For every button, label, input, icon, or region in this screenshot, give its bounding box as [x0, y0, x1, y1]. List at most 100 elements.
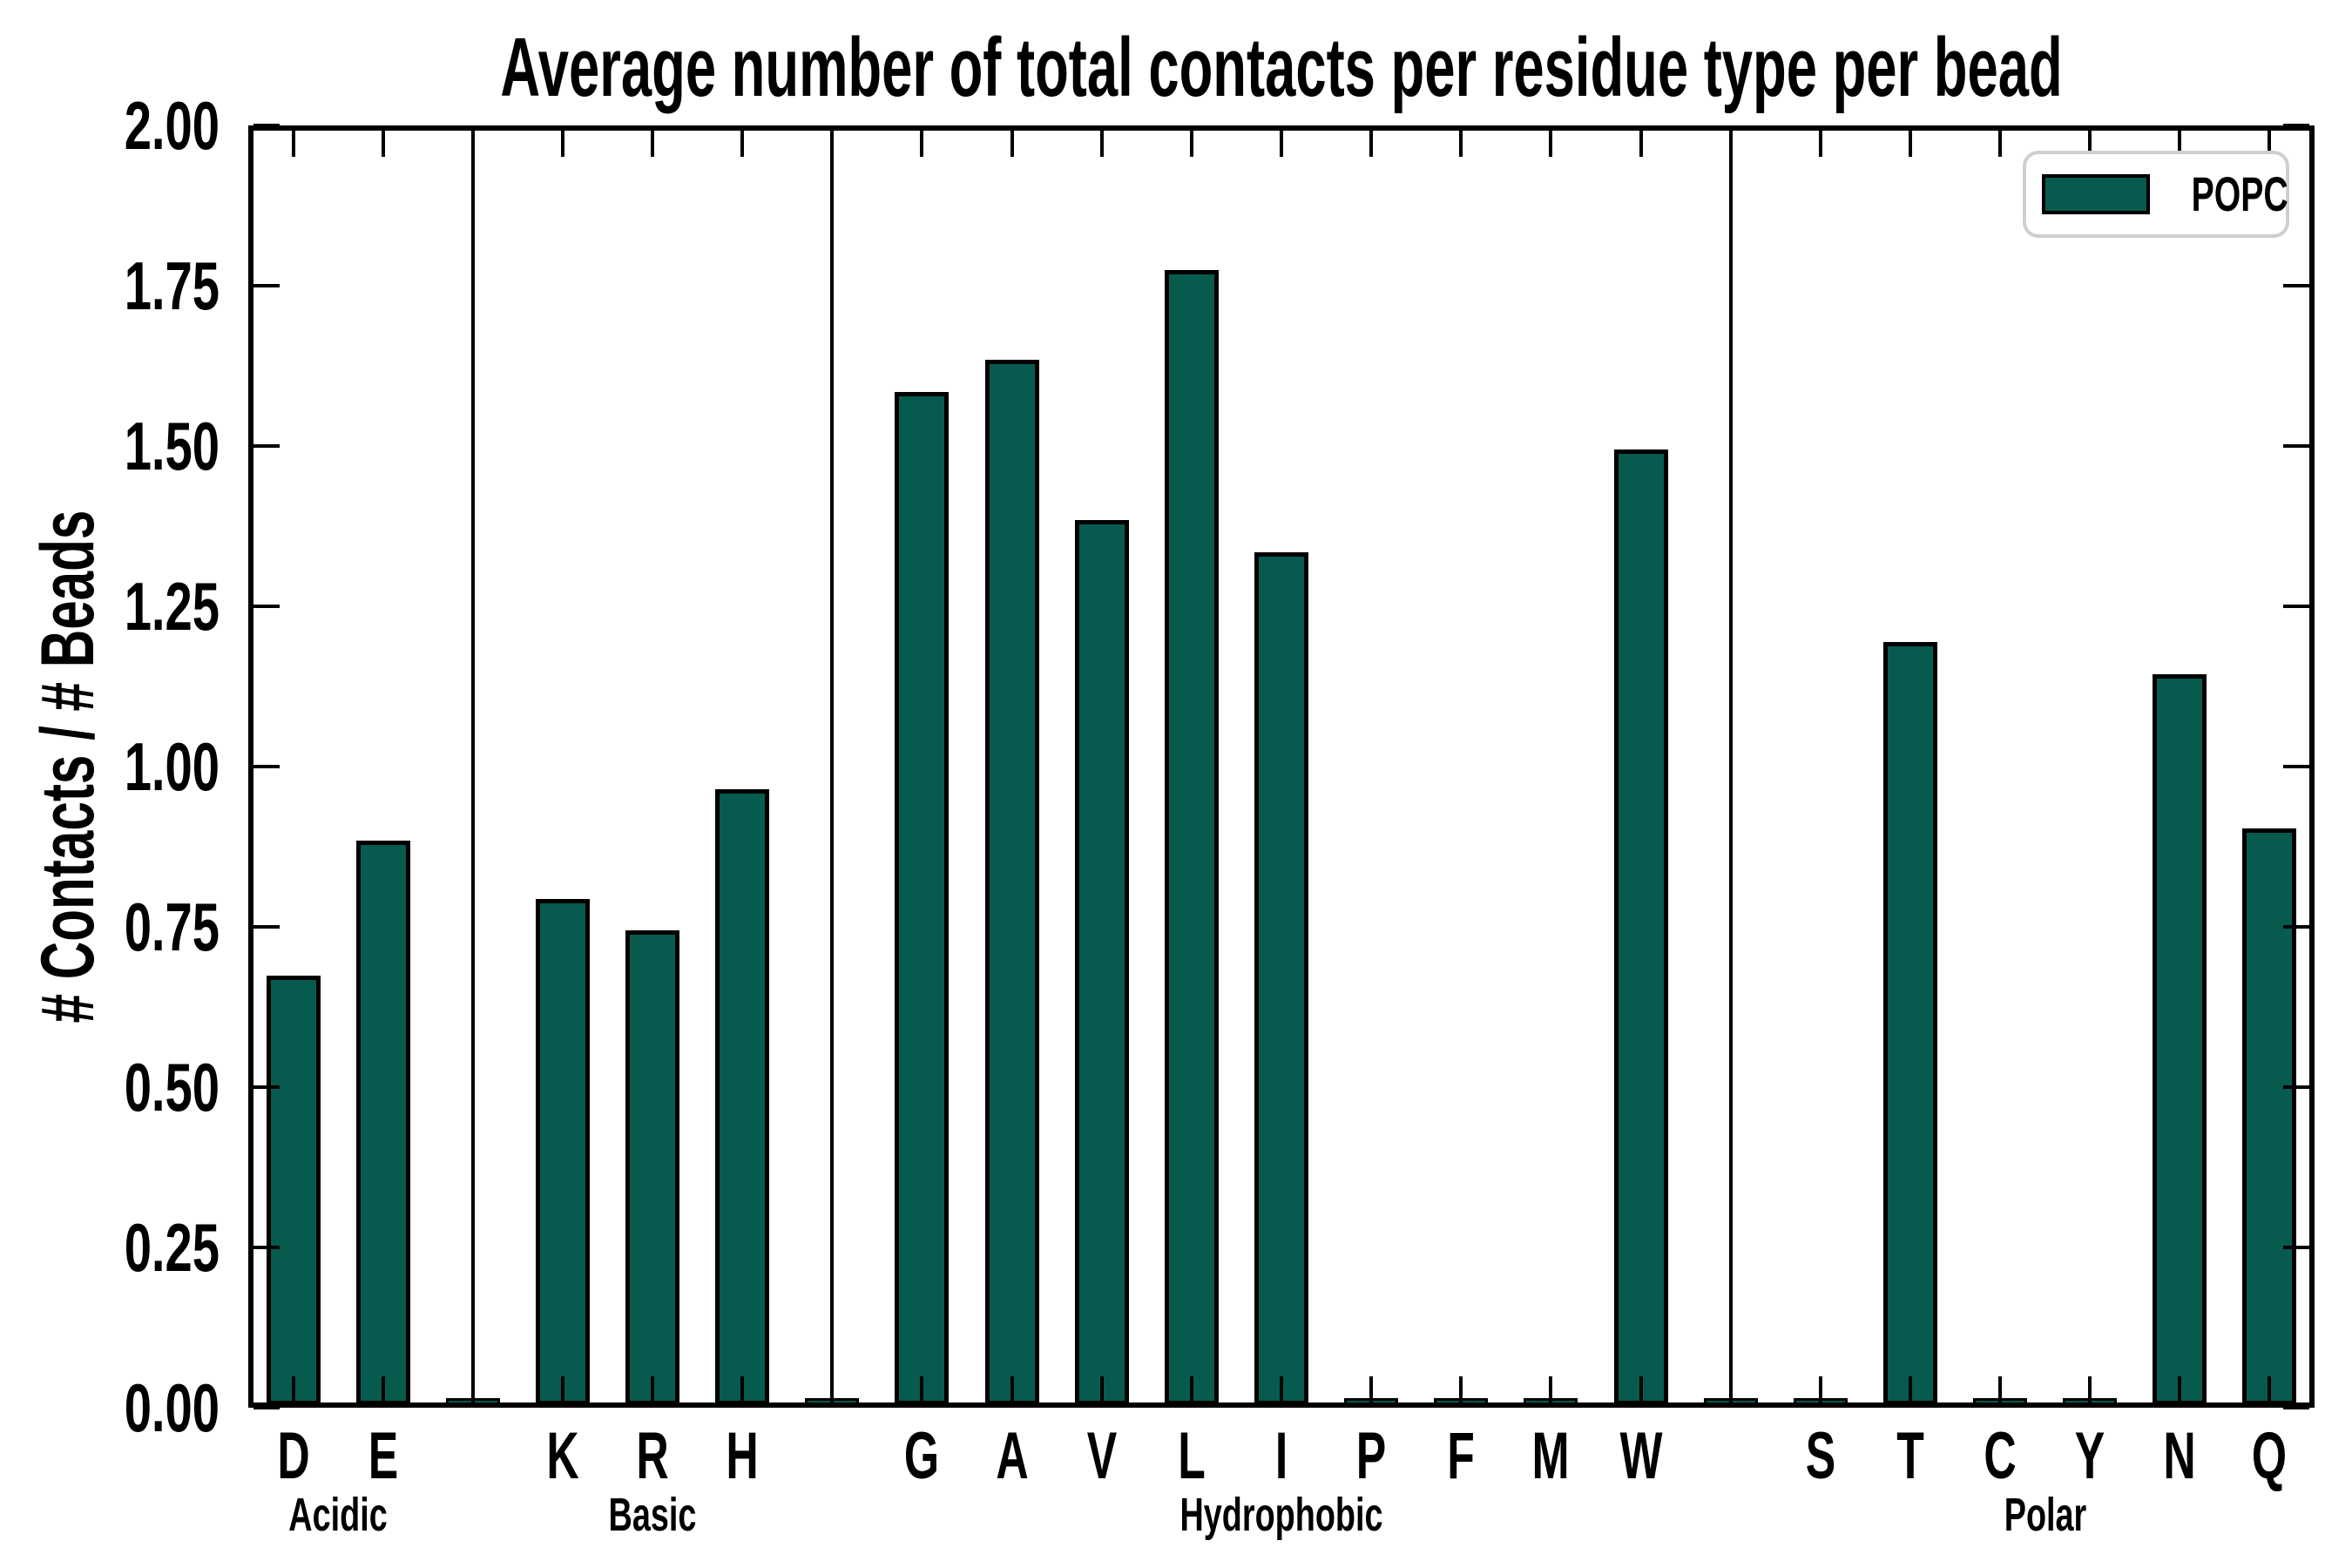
y-tick-left	[253, 284, 280, 287]
x-tick-label-G: G	[904, 1419, 940, 1493]
x-tick-top	[830, 131, 835, 157]
x-tick-top	[1280, 131, 1283, 157]
x-tick-label-W: W	[1619, 1419, 1662, 1493]
x-tick-top	[1549, 131, 1553, 157]
y-tick-label: 0.25	[124, 1209, 220, 1286]
x-tick-label-A: A	[995, 1419, 1029, 1493]
legend-label: POPC	[2191, 166, 2288, 221]
x-tick-label-I: I	[1274, 1419, 1288, 1493]
x-tick-label-S: S	[1805, 1419, 1836, 1493]
x-tick-top	[1189, 131, 1193, 157]
bar-L	[1164, 270, 1219, 1405]
x-tick-label-L: L	[1178, 1419, 1206, 1493]
group-label-basic: Basic	[608, 1489, 697, 1541]
x-tick-top	[470, 131, 475, 157]
y-tick-right	[2283, 1246, 2309, 1249]
y-tick-right	[2283, 284, 2309, 287]
y-tick-right	[2283, 925, 2309, 929]
x-tick-bottom	[1099, 1376, 1104, 1402]
x-tick-label-M: M	[1531, 1419, 1570, 1493]
x-tick-bottom	[1639, 1376, 1643, 1402]
y-tick-left	[253, 1085, 280, 1089]
bar-T	[1882, 642, 1937, 1405]
bar-Q	[2242, 828, 2297, 1405]
group-divider	[470, 131, 475, 1402]
y-tick-left	[253, 925, 280, 929]
y-tick-left	[253, 765, 280, 768]
bar-R	[625, 930, 680, 1405]
y-tick-label: 0.50	[124, 1049, 220, 1125]
x-tick-top	[1728, 131, 1733, 157]
x-tick-label-N: N	[2163, 1419, 2196, 1493]
bar-G	[895, 392, 950, 1405]
y-tick-label: 1.50	[124, 408, 220, 484]
x-tick-top	[1459, 131, 1463, 157]
group-divider	[830, 131, 835, 1402]
y-tick-left	[253, 124, 280, 127]
y-tick-right	[2283, 1406, 2309, 1409]
x-tick-top	[740, 131, 745, 157]
y-tick-left	[253, 605, 280, 608]
y-tick-right	[2283, 444, 2309, 448]
y-tick-label: 2.00	[124, 87, 220, 164]
y-tick-right	[2283, 605, 2309, 608]
bar-E	[355, 841, 410, 1405]
legend-swatch-popc	[2042, 174, 2150, 214]
group-label-polar: Polar	[2004, 1489, 2086, 1541]
y-tick-left	[253, 1406, 280, 1409]
y-tick-right	[2283, 1085, 2309, 1089]
y-tick-left	[253, 444, 280, 448]
x-tick-bottom	[291, 1376, 295, 1402]
x-tick-top	[920, 131, 924, 157]
x-tick-bottom	[470, 1376, 475, 1402]
x-tick-bottom	[2178, 1376, 2182, 1402]
x-tick-top	[2178, 131, 2182, 157]
x-tick-label-V: V	[1086, 1419, 1117, 1493]
x-tick-bottom	[1280, 1376, 1283, 1402]
bar-I	[1254, 552, 1308, 1405]
bar-H	[715, 789, 770, 1405]
x-tick-bottom	[560, 1376, 564, 1402]
y-tick-label: 0.75	[124, 889, 220, 965]
x-tick-bottom	[2268, 1376, 2272, 1402]
x-tick-top	[1369, 131, 1374, 157]
bar-V	[1074, 520, 1129, 1405]
x-tick-bottom	[1369, 1376, 1374, 1402]
legend: POPC	[2023, 151, 2289, 238]
x-tick-top	[1818, 131, 1822, 157]
x-tick-label-Q: Q	[2252, 1419, 2288, 1493]
group-label-hydrophobic: Hydrophobic	[1179, 1489, 1383, 1541]
x-tick-top	[560, 131, 564, 157]
x-tick-top	[1010, 131, 1014, 157]
x-tick-bottom	[740, 1376, 745, 1402]
x-tick-label-E: E	[368, 1419, 398, 1493]
x-tick-bottom	[1818, 1376, 1822, 1402]
x-tick-bottom	[1459, 1376, 1463, 1402]
x-tick-bottom	[1010, 1376, 1014, 1402]
y-tick-right	[2283, 765, 2309, 768]
x-tick-bottom	[1908, 1376, 1912, 1402]
x-tick-bottom	[1728, 1376, 1733, 1402]
chart-title: Average number of total contacts per res…	[500, 21, 2063, 114]
bar-D	[266, 975, 321, 1405]
x-tick-label-P: P	[1355, 1419, 1387, 1493]
bar-N	[2153, 673, 2207, 1405]
y-tick-label: 1.25	[124, 568, 220, 645]
x-tick-top	[291, 131, 295, 157]
x-tick-bottom	[830, 1376, 835, 1402]
bar-A	[984, 360, 1039, 1405]
x-tick-top	[2268, 131, 2272, 157]
x-tick-bottom	[1998, 1376, 2003, 1402]
x-tick-top	[2088, 131, 2092, 157]
x-tick-label-D: D	[276, 1419, 310, 1493]
x-tick-label-K: K	[546, 1419, 579, 1493]
x-tick-top	[651, 131, 655, 157]
x-tick-label-H: H	[726, 1419, 759, 1493]
x-tick-label-T: T	[1896, 1419, 1924, 1493]
x-tick-bottom	[1189, 1376, 1193, 1402]
y-axis-label: # Contacts / # Beads	[26, 510, 110, 1024]
x-tick-bottom	[651, 1376, 655, 1402]
x-tick-bottom	[920, 1376, 924, 1402]
